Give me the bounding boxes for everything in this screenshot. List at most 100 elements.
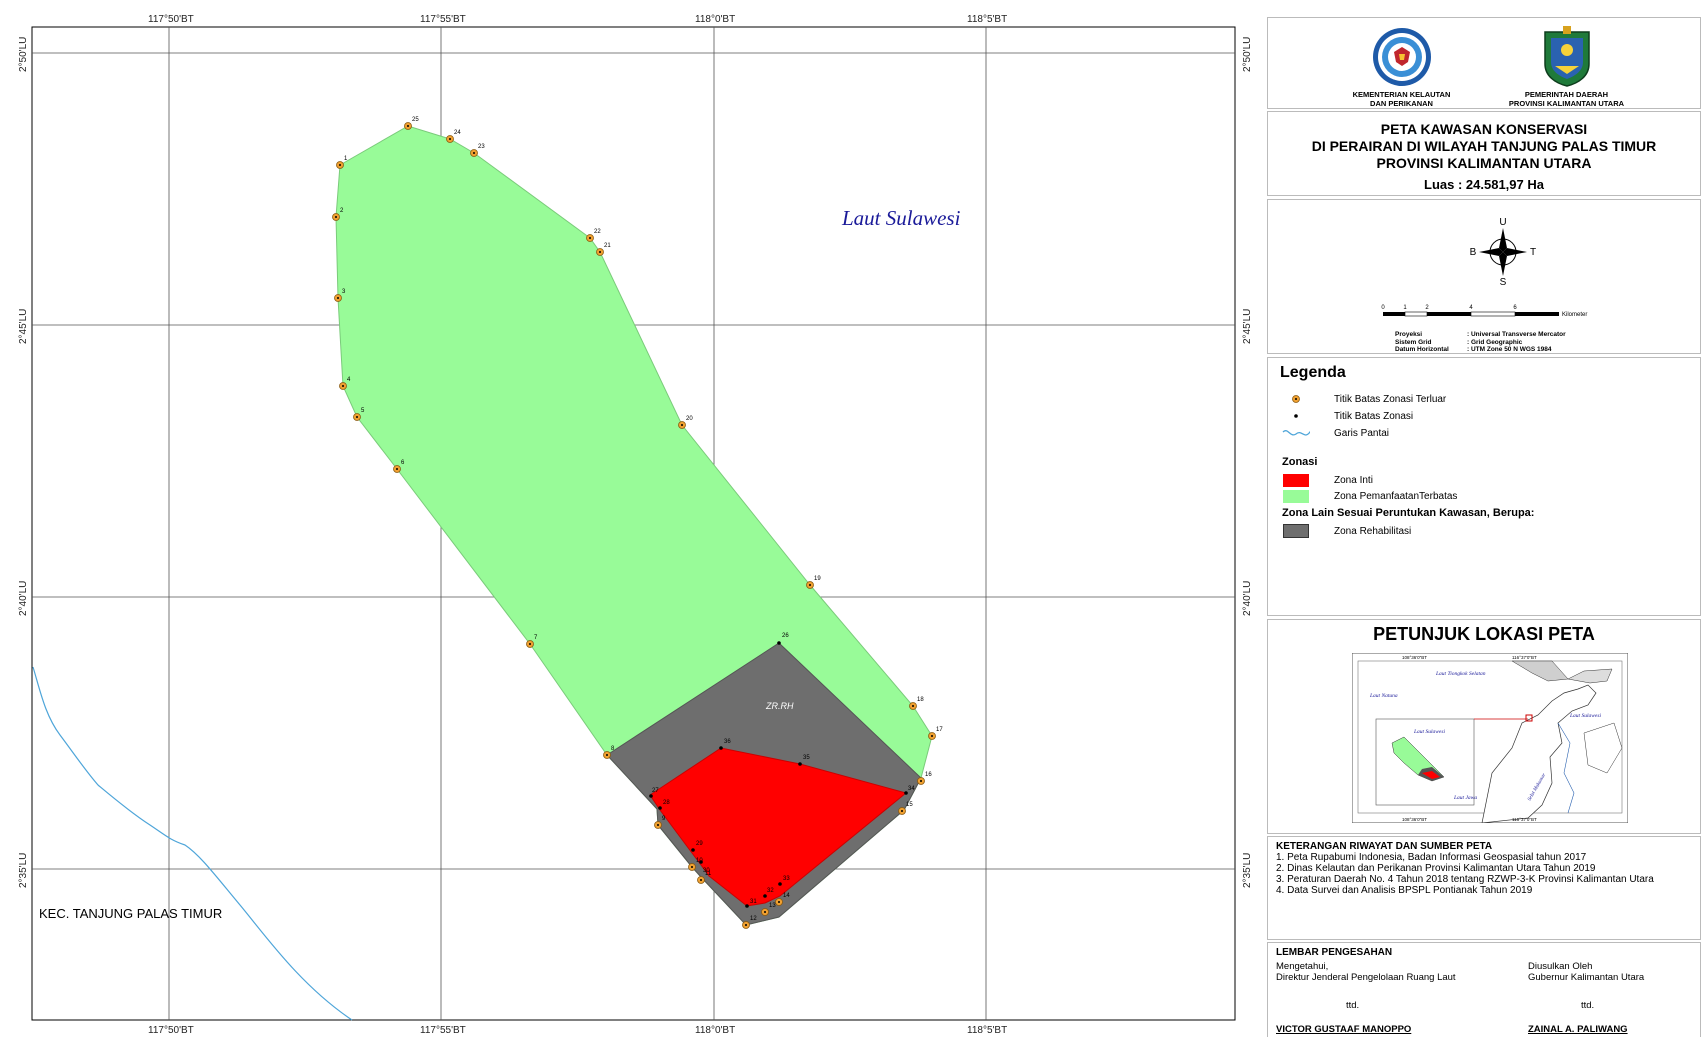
svg-text:34: 34	[908, 786, 915, 792]
inner-boundary-points: 26 27 28 29 30 31 32 33 34 35 36	[649, 633, 915, 908]
svg-text:7: 7	[534, 635, 538, 641]
outer-point-5: 5	[353, 408, 365, 421]
inset-map: Laut Tiongkok Selatan Laut Natuna Laut S…	[1352, 653, 1628, 823]
svg-text:1: 1	[344, 156, 348, 162]
legend-item-coastline: Garis Pantai	[1282, 426, 1389, 440]
svg-text:2°35'LU: 2°35'LU	[1242, 853, 1253, 888]
svg-text:117°50'BT: 117°50'BT	[148, 14, 194, 25]
compass-scale-graphic: U S B T 0 1 2 4 6 Kilometer	[1381, 217, 1587, 318]
orange-point-icon	[1292, 395, 1300, 403]
outer-point-23: 23	[470, 144, 485, 157]
outer-point-22: 22	[586, 229, 601, 242]
svg-text:15: 15	[906, 802, 913, 808]
source-item-4: 4. Data Survei dan Analisis BPSPL Pontia…	[1276, 885, 1533, 896]
svg-text:T: T	[1530, 247, 1536, 258]
outer-point-7: 7	[526, 635, 538, 648]
svg-text:117°50'BT: 117°50'BT	[148, 1025, 194, 1036]
green-swatch	[1283, 489, 1309, 503]
projection-info: Proyeksi: Universal Transverse Mercator …	[1395, 331, 1566, 353]
outer-point-12: 12	[742, 916, 757, 929]
svg-text:25: 25	[412, 117, 419, 123]
inset-panel: PETUNJUK LOKASI PETA Laut Tiongkok Selat…	[1267, 619, 1701, 834]
svg-text:2°40'LU: 2°40'LU	[1242, 581, 1253, 616]
svg-text:S: S	[1500, 277, 1507, 288]
inner-point-27: 27	[649, 788, 659, 798]
svg-text:12: 12	[750, 916, 757, 922]
approval-right-ttd: ttd.	[1581, 1000, 1595, 1011]
outer-point-13: 13	[761, 903, 776, 916]
legend-item-zona-pemanfaatan: Zona PemanfaatanTerbatas	[1282, 489, 1457, 503]
inner-point-32: 32	[763, 888, 774, 898]
svg-text:116°37'0"BT: 116°37'0"BT	[1512, 817, 1537, 822]
svg-text:6: 6	[401, 460, 405, 466]
svg-text:2°40'LU: 2°40'LU	[18, 581, 29, 616]
inner-point-36: 36	[719, 739, 731, 750]
source-item-3: 3. Peraturan Daerah No. 4 Tahun 2018 ten…	[1276, 874, 1654, 885]
zone-code-label: ZR.RH	[765, 701, 794, 711]
svg-text:6: 6	[1513, 305, 1517, 311]
outer-point-6: 6	[393, 460, 405, 473]
luas-value: Luas : 24.581,97 Ha	[1424, 177, 1544, 192]
svg-text:33: 33	[783, 876, 790, 882]
inner-point-28: 28	[658, 800, 670, 810]
compass-rose-icon: U S B T	[1470, 217, 1536, 288]
svg-text:8: 8	[611, 746, 615, 752]
kaltara-logo-block: PEMERINTAH DAERAH PROVINSI KALIMANTAN UT…	[1504, 26, 1629, 108]
svg-text:11: 11	[705, 871, 712, 877]
outer-point-20: 20	[678, 416, 693, 429]
svg-text:2°35'LU: 2°35'LU	[18, 853, 29, 888]
kaltara-logo-icon	[1543, 26, 1590, 87]
svg-text:5: 5	[361, 408, 365, 414]
svg-text:18: 18	[917, 697, 924, 703]
outer-point-17: 17	[928, 727, 943, 740]
legend-item-zona-inti: Zona Inti	[1282, 473, 1373, 487]
approval-right-name: ZAINAL A. PALIWANG	[1528, 1024, 1628, 1035]
svg-text:Laut Jawa: Laut Jawa	[1453, 795, 1477, 801]
source-item-2: 2. Dinas Kelautan dan Perikanan Provinsi…	[1276, 863, 1596, 874]
lat-labels-left: 2°50'LU 2°45'LU 2°40'LU 2°35'LU	[18, 37, 29, 888]
inner-point-31: 31	[745, 899, 757, 908]
svg-text:108°36'0"BT: 108°36'0"BT	[1402, 817, 1427, 822]
svg-text:31: 31	[750, 899, 757, 905]
svg-text:2°50'LU: 2°50'LU	[18, 37, 29, 72]
scale-bar: 0 1 2 4 6 Kilometer	[1381, 305, 1587, 318]
inner-point-34: 34	[904, 786, 915, 795]
svg-text:26: 26	[782, 633, 789, 639]
svg-text:2°45'LU: 2°45'LU	[1242, 309, 1253, 344]
black-point-icon	[1294, 414, 1298, 418]
svg-text:14: 14	[783, 893, 790, 899]
outer-point-24: 24	[446, 130, 461, 143]
legend-panel: Legenda Titik Batas Zonasi Terluar Titik…	[1267, 357, 1701, 616]
inset-title: PETUNJUK LOKASI PETA	[1373, 624, 1595, 644]
svg-text:118°5'BT: 118°5'BT	[967, 14, 1007, 25]
svg-text:27: 27	[652, 788, 659, 794]
svg-text:2°50'LU: 2°50'LU	[1242, 37, 1253, 72]
svg-text:117°55'BT: 117°55'BT	[420, 14, 466, 25]
svg-text:B: B	[1470, 247, 1477, 258]
svg-text:0: 0	[1381, 305, 1385, 311]
source-item-1: 1. Peta Rupabumi Indonesia, Badan Inform…	[1276, 852, 1587, 863]
approval-left-ttd: ttd.	[1346, 1000, 1360, 1011]
svg-text:30: 30	[703, 868, 710, 874]
svg-text:2: 2	[340, 208, 344, 214]
kkp-logo-icon	[1372, 28, 1431, 86]
svg-text:Laut Natuna: Laut Natuna	[1369, 693, 1398, 699]
svg-text:Laut Tiongkok Selatan: Laut Tiongkok Selatan	[1435, 671, 1486, 677]
svg-text:36: 36	[724, 739, 731, 745]
header-logos-panel: KEMENTERIAN KELAUTAN DAN PERIKANAN PEMER…	[1267, 17, 1701, 109]
svg-text:35: 35	[803, 755, 810, 761]
sources-panel: KETERANGAN RIWAYAT DAN SUMBER PETA 1. Pe…	[1267, 836, 1701, 940]
coastline-icon	[1282, 430, 1310, 436]
svg-text:2°45'LU: 2°45'LU	[18, 309, 29, 344]
svg-text:118°5'BT: 118°5'BT	[967, 1025, 1007, 1036]
outer-point-4: 4	[339, 377, 351, 390]
kkp-logo-block: KEMENTERIAN KELAUTAN DAN PERIKANAN	[1339, 26, 1464, 108]
legend-title: Legenda	[1280, 364, 1346, 381]
approval-left-text: Mengetahui, Direktur Jenderal Pengelolaa…	[1276, 961, 1456, 983]
sources-title: KETERANGAN RIWAYAT DAN SUMBER PETA	[1276, 841, 1493, 852]
map-title-line-3: PROVINSI KALIMANTAN UTARA	[1376, 155, 1592, 171]
map-frame: ZR.RH Laut Sulawesi KEC. TANJUNG PALAS T…	[18, 14, 1253, 1036]
lat-labels-right: 2°50'LU 2°45'LU 2°40'LU 2°35'LU	[1242, 37, 1253, 888]
svg-text:Laut Sulawesi: Laut Sulawesi	[1569, 713, 1601, 719]
approval-left-name: VICTOR GUSTAAF MANOPPO	[1276, 1024, 1412, 1035]
